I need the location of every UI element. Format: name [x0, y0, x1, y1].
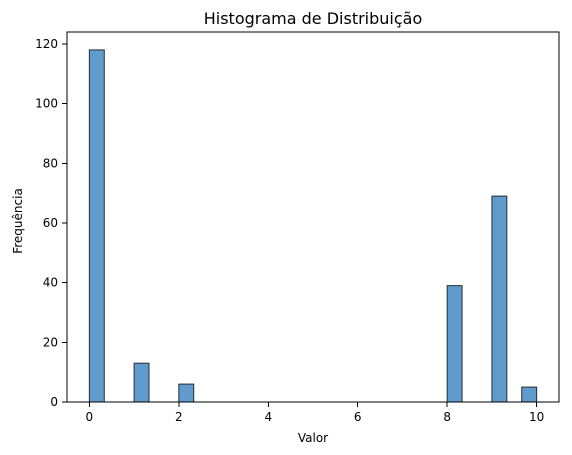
- x-tick-label-3: 4: [264, 410, 272, 424]
- histogram-bar-3: [178, 383, 195, 403]
- plot-frame: [66, 31, 560, 403]
- y-tick-label-6: 100: [35, 97, 58, 111]
- histogram-bar-2: [133, 362, 150, 403]
- x-axis-label: Valor: [298, 431, 328, 445]
- y-tick-label-3: 40: [43, 276, 58, 290]
- histogram-bar-6: [521, 386, 538, 403]
- y-tick-label-2: 20: [43, 335, 58, 349]
- axes-layer: [66, 31, 560, 403]
- chart-title: Histograma de Distribuição: [204, 9, 423, 28]
- y-tick-label-1: 0: [50, 395, 58, 409]
- histogram-bar-5: [491, 195, 508, 403]
- histogram-bar-1: [88, 49, 105, 403]
- x-tick-label-6: 10: [529, 410, 544, 424]
- histogram-bar-4: [446, 285, 463, 403]
- x-tick-label-2: 2: [175, 410, 183, 424]
- x-tick-label-4: 6: [354, 410, 362, 424]
- x-tick-label-1: 0: [86, 410, 94, 424]
- y-tick-label-4: 60: [43, 216, 58, 230]
- y-tick-label-7: 120: [35, 37, 58, 51]
- y-tick-label-5: 80: [43, 156, 58, 170]
- y-axis-label: Frequência: [11, 188, 25, 254]
- bars-layer: [88, 49, 538, 403]
- x-tick-label-5: 8: [443, 410, 451, 424]
